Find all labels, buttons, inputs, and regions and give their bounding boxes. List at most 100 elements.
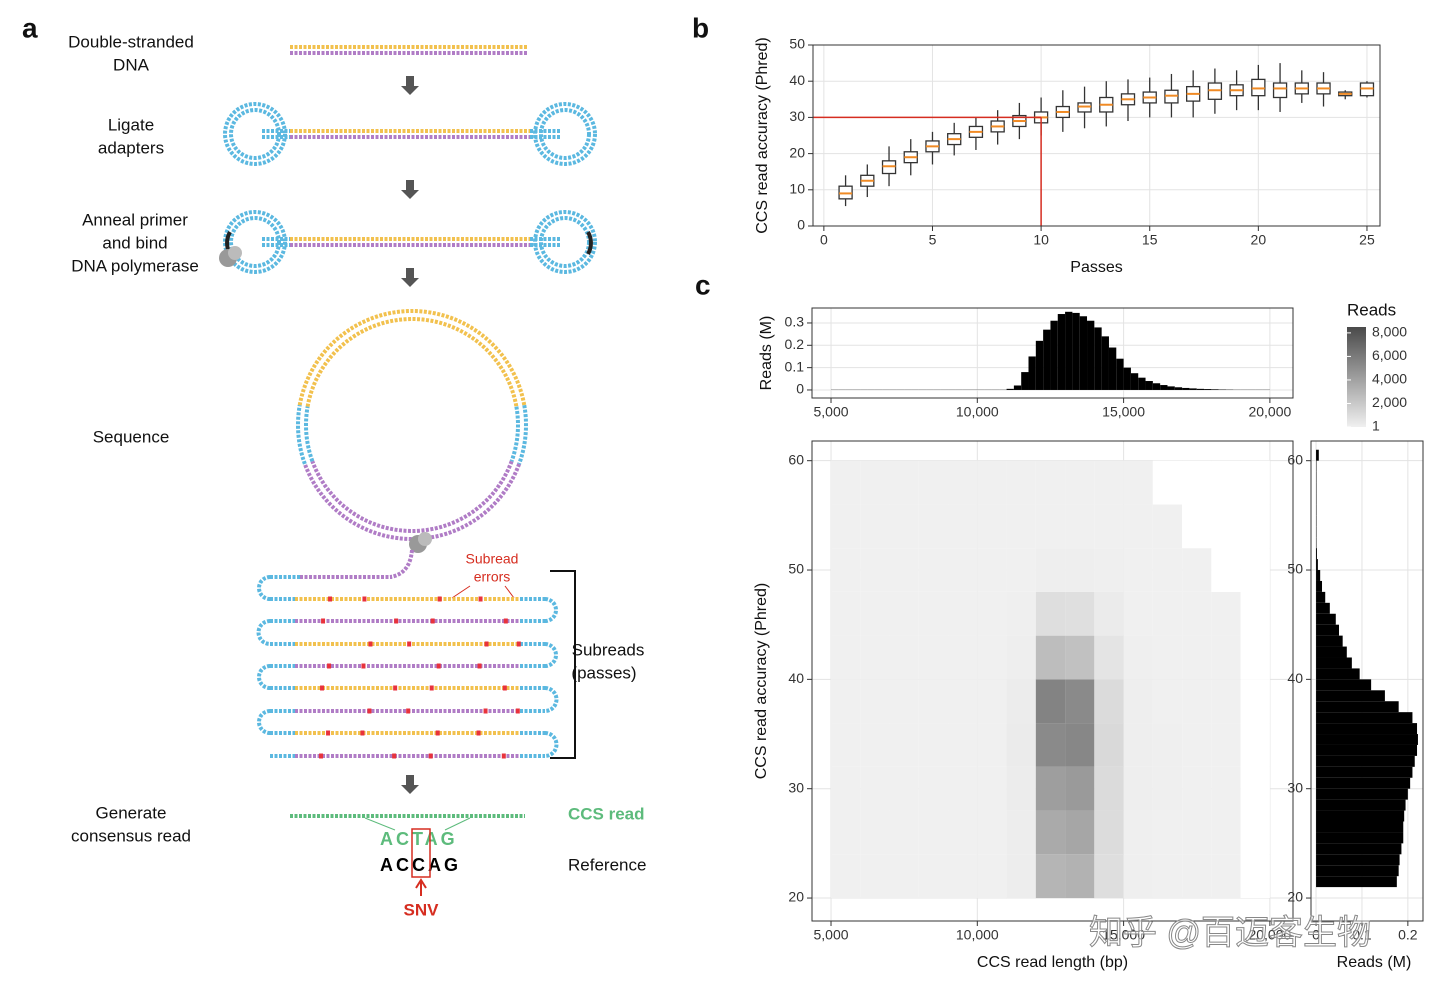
error-mark (328, 596, 333, 602)
heatmap-cell (1006, 504, 1036, 549)
adapter-loop (533, 102, 597, 166)
error-mark (484, 641, 489, 647)
histogram-bar (1316, 744, 1418, 756)
heatmap-cell (1006, 766, 1036, 811)
y-tick-label: 10 (789, 181, 805, 197)
heatmap-cell (860, 591, 890, 636)
polymerase (418, 532, 432, 546)
histogram-bar (1079, 316, 1088, 390)
histogram-bar (1316, 646, 1347, 658)
x-tick-label: 20,000 (1248, 927, 1291, 943)
histogram-bar (1123, 367, 1131, 390)
circular-template (296, 404, 307, 465)
heatmap-cell (860, 854, 890, 899)
step-label: DNA (113, 55, 150, 74)
heatmap-cell (889, 548, 919, 592)
y-tick-label: 0 (796, 381, 804, 397)
heatmap-cell (1065, 679, 1095, 724)
error-mark (516, 641, 521, 647)
polymerase (228, 246, 242, 260)
error-mark (477, 663, 482, 669)
heatmap-cell (918, 504, 949, 549)
step-label: Ligate (108, 115, 154, 134)
heatmap-cell (918, 591, 949, 636)
subread-errors-label: Subread (466, 551, 519, 567)
heatmap-cell (1123, 504, 1153, 549)
step-arrow (401, 76, 419, 95)
error-mark (392, 753, 397, 759)
heatmap-cell (1152, 679, 1183, 724)
panel-label: c (695, 269, 711, 300)
strand-loop (544, 642, 558, 668)
heatmap-cell (831, 854, 861, 899)
x-tick-label: 10,000 (956, 927, 999, 943)
circular-template (509, 406, 520, 462)
step-arrow (401, 268, 419, 287)
colorbar-label: 2,000 (1372, 394, 1407, 410)
heatmap-cell (1065, 635, 1095, 680)
y-axis-title: CCS read accuracy (Phred) (753, 583, 770, 780)
heatmap-cell (1240, 504, 1270, 549)
heatmap-cell (1006, 591, 1036, 636)
y-tick-label: 30 (789, 108, 805, 124)
heatmap-cell (1094, 460, 1124, 505)
histogram-bar (1316, 668, 1360, 680)
histogram-bar (1316, 810, 1405, 822)
heatmap-cell (860, 723, 890, 767)
heatmap-cell (1006, 635, 1036, 680)
heatmap-cell (1123, 548, 1153, 592)
colorbar-label: 1 (1372, 418, 1380, 434)
y-tick-label: 40 (1287, 670, 1303, 686)
y-tick-label: 0.3 (785, 314, 805, 330)
heatmap-cell (1123, 591, 1153, 636)
error-mark (327, 663, 332, 669)
heatmap-cell (977, 460, 1007, 505)
histogram-bar (1094, 327, 1102, 390)
heatmap-cell (1152, 504, 1183, 549)
heatmap-cell (1094, 504, 1124, 549)
heatmap-cell (1182, 460, 1212, 505)
x-tick-label: 5 (929, 232, 937, 248)
histogram-bar (1130, 373, 1139, 390)
heatmap-cell (977, 854, 1007, 899)
strand (389, 549, 414, 579)
histogram-bar (1167, 386, 1175, 390)
heatmap-cell (1123, 810, 1153, 855)
snv-label: SNV (404, 900, 440, 919)
heatmap-cell (1182, 810, 1212, 855)
x-tick-label: 0 (1312, 927, 1320, 943)
y-tick-label: 30 (788, 779, 804, 795)
heatmap-cell (1182, 548, 1212, 592)
heatmap-cell (1240, 635, 1270, 680)
heatmap-cell (889, 854, 919, 899)
heatmap-cell (860, 504, 890, 549)
circular-template (302, 463, 522, 541)
heatmap-cell (1240, 460, 1270, 505)
histogram-bar (1316, 865, 1399, 877)
pointer (451, 585, 471, 599)
heatmap-cell (1152, 766, 1183, 811)
error-mark (503, 618, 508, 624)
heatmap-cell (948, 548, 978, 592)
pointer (504, 585, 515, 599)
circular-template (297, 309, 527, 406)
histogram-bar (1316, 723, 1418, 735)
heatmap-cell (977, 591, 1007, 636)
heatmap-cell (977, 548, 1007, 592)
heatmap-cell (1182, 504, 1212, 549)
heatmap-cell (1211, 504, 1241, 549)
histogram-bar (1316, 755, 1415, 767)
heatmap-cell (948, 723, 978, 767)
heatmap-cell (948, 591, 978, 636)
x-tick-label: 15 (1142, 232, 1158, 248)
heatmap-cell (1094, 548, 1124, 592)
heatmap-cell (1211, 548, 1241, 592)
histogram-bar (1316, 766, 1413, 778)
y-axis-title: CCS read accuracy (Phred) (754, 37, 771, 234)
heatmap-cell (831, 766, 861, 811)
heatmap-cell (1240, 591, 1270, 636)
heatmap-cell (831, 460, 861, 505)
histogram-bar (1316, 679, 1372, 691)
histogram-bar (1316, 843, 1402, 855)
